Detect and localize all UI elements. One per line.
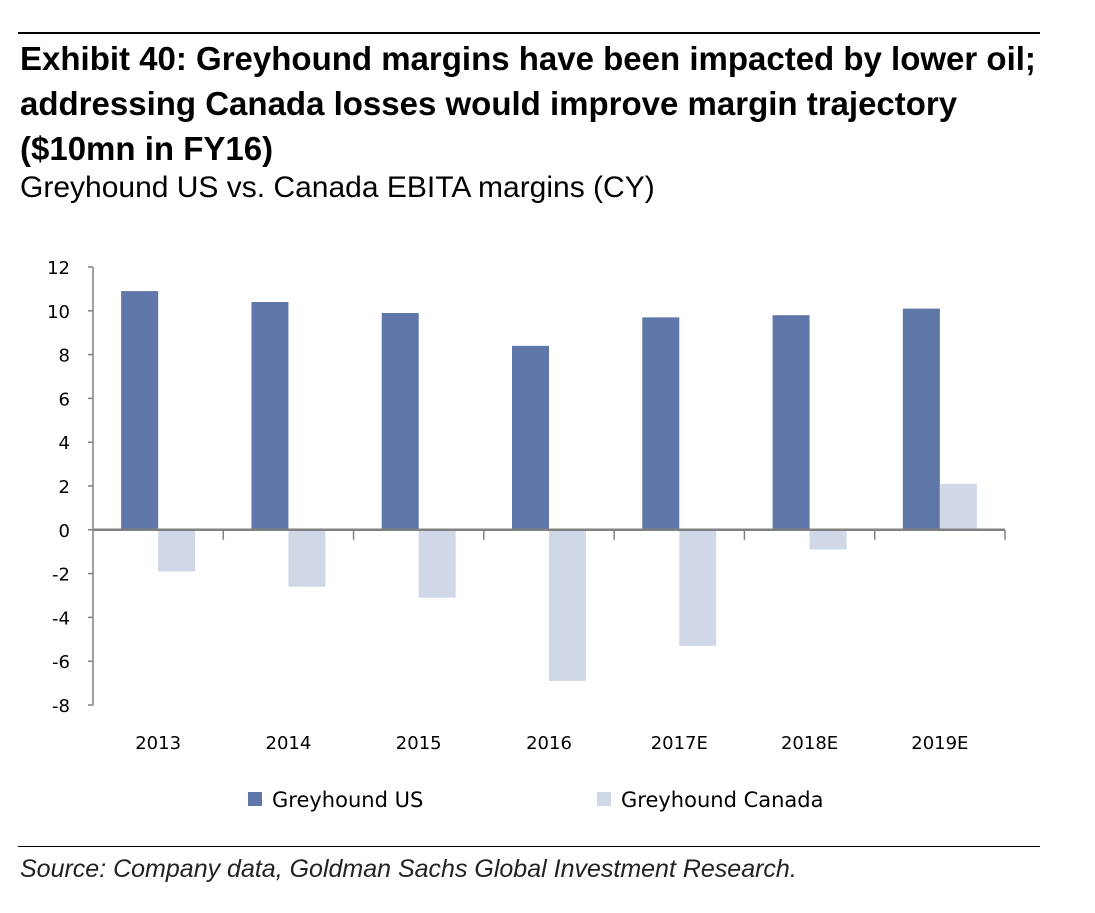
x-tick-label: 2019E: [911, 733, 968, 754]
bar-greyhound-us-2016: [512, 345, 549, 530]
y-tick-label: 4: [59, 433, 70, 454]
bar-greyhound-us-2018e: [772, 315, 810, 530]
y-tick-label: -4: [52, 608, 70, 629]
y-tick-label: 10: [47, 302, 70, 323]
bar-greyhound-canada-2013: [158, 529, 196, 572]
bar-greyhound-us-2013: [121, 291, 159, 530]
x-tick-label: 2018E: [781, 733, 838, 754]
x-tick-label: 2015: [396, 733, 442, 754]
x-tick-label: 2014: [266, 733, 312, 754]
y-tick-label: 8: [59, 346, 70, 367]
chart-subtitle: Greyhound US vs. Canada EBITA margins (C…: [20, 171, 655, 204]
x-tick-label: 2013: [135, 733, 181, 754]
bottom-rule: [18, 846, 1040, 847]
y-tick-label: -6: [52, 652, 70, 673]
legend-label: Greyhound US: [272, 788, 423, 812]
bar-greyhound-us-2015: [381, 312, 419, 530]
y-tick-label: -2: [52, 565, 70, 586]
legend-swatch: [248, 792, 262, 806]
x-tick-label: 2016: [526, 733, 572, 754]
y-tick-label: 0: [59, 521, 70, 542]
legend-label: Greyhound Canada: [621, 788, 823, 812]
y-tick-label: 6: [59, 389, 70, 410]
bar-greyhound-canada-2017e: [679, 529, 717, 646]
bar-greyhound-canada-2019e: [939, 483, 977, 530]
y-tick-label: 2: [59, 477, 70, 498]
bar-greyhound-canada-2014: [288, 529, 326, 587]
chart-title: Exhibit 40: Greyhound margins have been …: [20, 40, 1036, 167]
x-tick-label: 2017E: [651, 733, 708, 754]
bar-greyhound-us-2014: [251, 302, 289, 530]
bar-greyhound-canada-2018e: [809, 529, 847, 550]
y-tick-label: -8: [52, 696, 70, 717]
bar-greyhound-us-2019e: [902, 308, 940, 530]
bar-greyhound-us-2017e: [642, 317, 680, 530]
y-tick-label: 12: [47, 258, 70, 279]
bar-greyhound-canada-2015: [418, 529, 456, 598]
source-note: Source: Company data, Goldman Sachs Glob…: [20, 855, 797, 883]
legend-swatch: [597, 792, 611, 806]
bar-greyhound-canada-2016: [549, 529, 586, 681]
top-rule: [18, 32, 1040, 34]
